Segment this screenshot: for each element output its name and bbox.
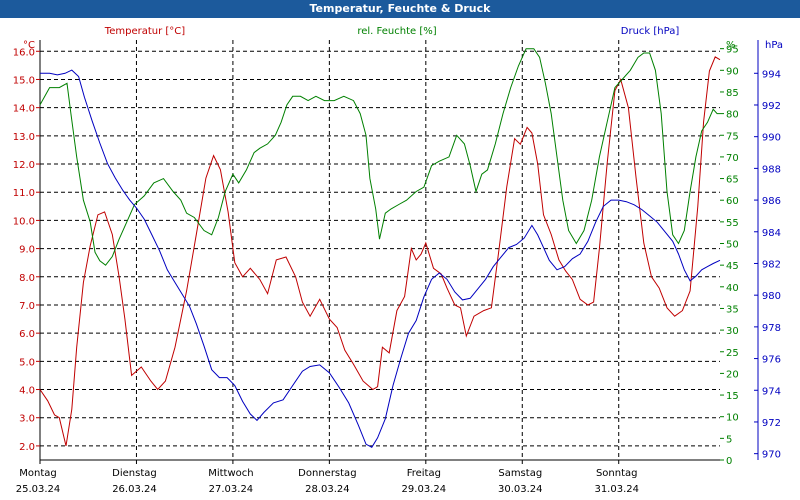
humidity-tick-label: 60 [726, 196, 739, 207]
temp-unit-label: °C [23, 40, 35, 51]
temp-tick-label: 10.0 [13, 216, 35, 227]
humidity-tick-label: 0 [726, 456, 732, 467]
pressure-tick-label: 994 [762, 69, 781, 80]
humidity-tick-label: 35 [726, 304, 739, 315]
humidity-tick-label: 5 [726, 434, 732, 445]
humidity-axis-header: rel. Feuchte [%] [357, 26, 436, 37]
temp-tick-label: 14.0 [13, 104, 35, 115]
pressure-tick-label: 992 [762, 101, 781, 112]
x-day-label: Mittwoch [208, 468, 253, 479]
humidity-line [39, 48, 720, 266]
pressure-tick-label: 986 [762, 196, 781, 207]
pressure-tick-label: 974 [762, 386, 781, 397]
temp-tick-label: 6.0 [19, 329, 35, 340]
temp-tick-label: 12.0 [13, 160, 35, 171]
x-day-label: Donnerstag [298, 468, 356, 479]
pressure-tick-label: 976 [762, 355, 781, 366]
temp-axis-header: Temperatur [°C] [104, 26, 185, 37]
temp-tick-label: 2.0 [19, 442, 35, 453]
x-day-label: Montag [19, 468, 56, 479]
humidity-tick-label: 40 [726, 283, 739, 294]
pressure-tick-label: 978 [762, 323, 781, 334]
x-date-label: 26.03.24 [112, 484, 157, 495]
x-day-label: Dienstag [112, 468, 157, 479]
humidity-tick-label: 90 [726, 66, 739, 77]
temp-tick-label: 11.0 [13, 188, 35, 199]
temp-tick-label: 3.0 [19, 414, 35, 425]
x-date-label: 28.03.24 [305, 484, 350, 495]
pressure-axis-header: Druck [hPa] [621, 26, 680, 37]
humidity-tick-label: 55 [726, 218, 739, 229]
pressure-tick-label: 980 [762, 291, 781, 302]
pressure-line [40, 69, 721, 448]
temp-tick-label: 8.0 [19, 273, 35, 284]
temp-tick-label: 5.0 [19, 357, 35, 368]
x-date-label: 25.03.24 [16, 484, 61, 495]
humidity-tick-label: 10 [726, 413, 739, 424]
x-date-label: 27.03.24 [209, 484, 254, 495]
x-day-label: Sonntag [596, 468, 638, 479]
pressure-tick-label: 984 [762, 228, 781, 239]
humidity-tick-label: 30 [726, 326, 739, 337]
humidity-tick-label: 20 [726, 369, 739, 380]
humidity-tick-label: 15 [726, 391, 739, 402]
pressure-tick-label: 970 [762, 450, 781, 461]
x-day-label: Freitag [407, 468, 441, 479]
temp-tick-label: 4.0 [19, 386, 35, 397]
humidity-tick-label: 65 [726, 175, 739, 186]
x-date-label: 30.03.24 [498, 484, 543, 495]
humidity-tick-label: 75 [726, 131, 739, 142]
temperature-line [39, 56, 721, 447]
window-title: Temperatur, Feuchte & Druck [0, 0, 800, 18]
humidity-tick-label: 25 [726, 348, 739, 359]
x-date-label: 31.03.24 [594, 484, 639, 495]
humidity-tick-label: 80 [726, 110, 739, 121]
pressure-tick-label: 982 [762, 259, 781, 270]
pressure-tick-label: 972 [762, 418, 781, 429]
temp-tick-label: 9.0 [19, 245, 35, 256]
temp-tick-label: 15.0 [13, 75, 35, 86]
x-date-label: 29.03.24 [402, 484, 447, 495]
pressure-tick-label: 990 [762, 133, 781, 144]
humidity-tick-label: 50 [726, 240, 739, 251]
x-day-label: Samstag [498, 468, 542, 479]
humidity-tick-label: 85 [726, 88, 739, 99]
temp-tick-label: 13.0 [13, 132, 35, 143]
temp-tick-label: 16.0 [13, 47, 35, 58]
humidity-unit-label: % [726, 40, 736, 51]
temp-tick-label: 7.0 [19, 301, 35, 312]
pressure-unit-label: hPa [765, 40, 783, 51]
humidity-tick-label: 45 [726, 261, 739, 272]
pressure-tick-label: 988 [762, 164, 781, 175]
humidity-tick-label: 70 [726, 153, 739, 164]
humidity-tick-label: 95 [726, 45, 739, 56]
